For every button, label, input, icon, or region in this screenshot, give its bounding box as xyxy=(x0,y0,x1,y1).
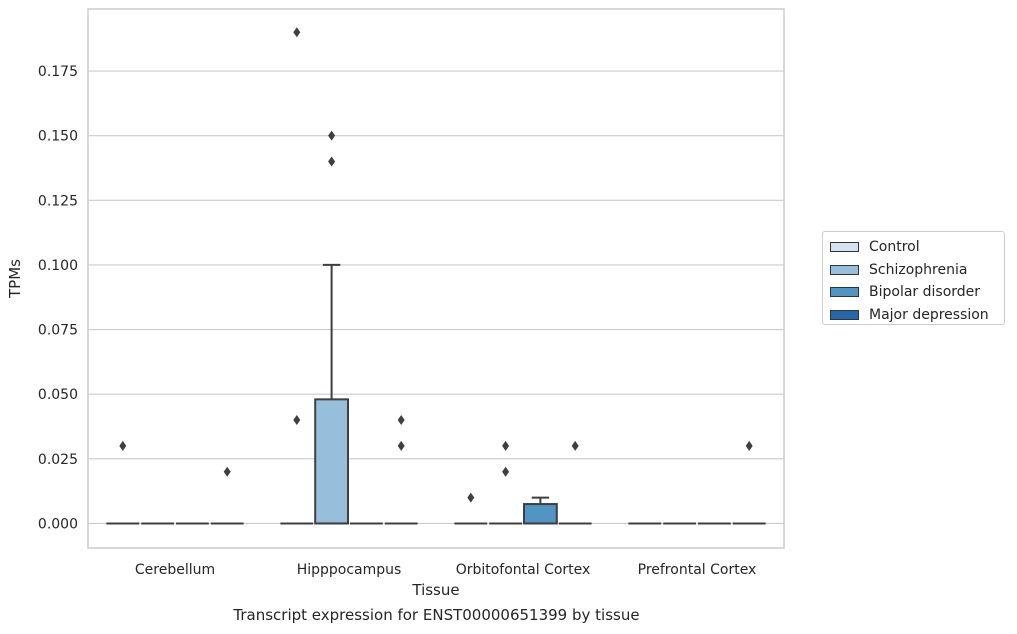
x-axis-ticks: Cerebellum Hipppocampus Orbitofontal Corte… xyxy=(135,562,756,578)
x-tick-label: Orbitofontal Cortex xyxy=(456,562,591,578)
legend-swatch xyxy=(830,242,859,253)
outlier-marker xyxy=(467,492,475,503)
outlier-marker xyxy=(328,156,336,167)
outlier-marker xyxy=(502,440,510,451)
gridlines xyxy=(88,70,784,525)
outlier-marker xyxy=(397,440,405,451)
x-axis-label: Tissue xyxy=(411,581,459,599)
y-axis-label: TPMs xyxy=(6,259,24,299)
outliers xyxy=(119,27,753,503)
legend-label: Bipolar disorder xyxy=(869,284,981,301)
legend-label: Schizophrenia xyxy=(869,261,968,278)
y-tick-label: 0.175 xyxy=(38,64,78,80)
legend-label: Major depression xyxy=(869,306,989,323)
y-tick-label: 0.050 xyxy=(38,387,78,403)
legend: Control Schizophrenia Bipolar disorder Majo… xyxy=(822,231,1005,325)
legend-item: Schizophrenia xyxy=(830,259,1004,282)
box-iqr xyxy=(523,503,558,525)
x-tick-label: Cerebellum xyxy=(135,562,215,578)
outlier-marker xyxy=(293,27,301,38)
outlier-marker xyxy=(571,440,579,451)
y-tick-label: 0.150 xyxy=(38,129,78,145)
plot-frame xyxy=(87,8,785,549)
box-bipolar-disorder xyxy=(523,496,558,525)
legend-item: Major depression xyxy=(830,304,1004,327)
y-tick-label: 0.100 xyxy=(38,258,78,274)
x-tick-label: Prefrontal Cortex xyxy=(638,562,757,578)
outlier-marker xyxy=(502,466,510,477)
y-axis-ticks: 0.000 0.025 0.050 0.075 0.100 0.125 0.150 0.175 xyxy=(38,64,78,532)
outlier-marker xyxy=(745,440,753,451)
x-tick-label: Hipppocampus xyxy=(297,562,402,578)
y-tick-label: 0.075 xyxy=(38,323,78,339)
legend-item: Bipolar disorder xyxy=(830,281,1004,304)
legend-swatch xyxy=(830,309,859,320)
y-tick-label: 0.125 xyxy=(38,193,78,209)
legend-label: Control xyxy=(869,239,920,256)
y-tick-label: 0.025 xyxy=(38,452,78,468)
chart-caption: Transcript expression for ENST0000065139… xyxy=(233,606,640,624)
legend-swatch xyxy=(830,287,859,298)
legend-item: Control xyxy=(830,236,1004,259)
y-tick-label: 0.000 xyxy=(38,516,78,532)
outlier-marker xyxy=(223,466,231,477)
boxes xyxy=(106,263,766,525)
outlier-marker xyxy=(119,440,127,451)
box-iqr xyxy=(314,398,350,525)
outlier-marker xyxy=(328,130,336,141)
outlier-marker xyxy=(293,415,301,426)
outlier-marker xyxy=(397,415,405,426)
box-schizophrenia xyxy=(314,263,350,525)
legend-swatch xyxy=(830,264,859,275)
